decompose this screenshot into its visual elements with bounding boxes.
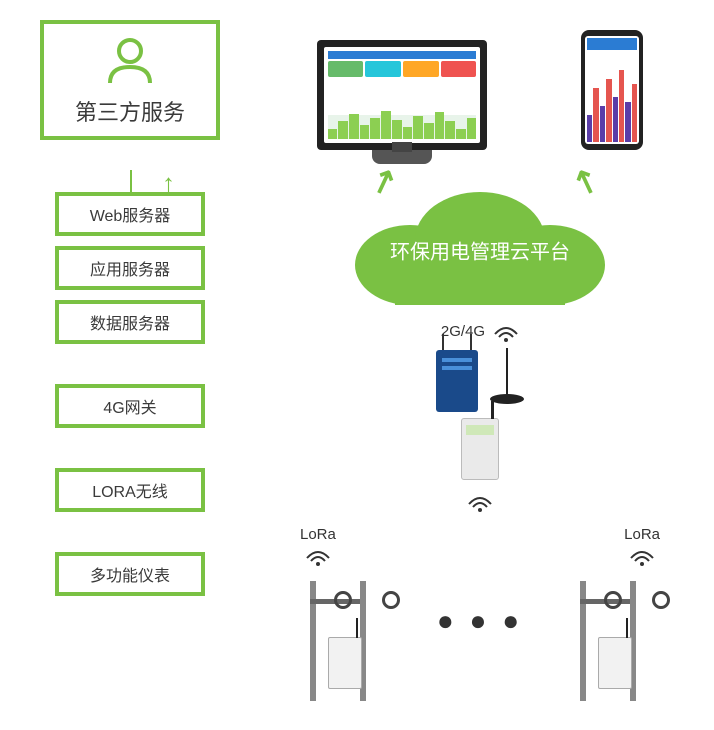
lora-wireless-box: LORA无线 [55,468,205,512]
client-devices-row [270,10,690,150]
meter-device-icon [290,581,400,701]
wifi-icon [493,320,519,342]
4g-gateway-device-icon [436,350,478,412]
server-group: Web服务器 应用服务器 数据服务器 [40,170,220,344]
lora-labels-row: LoRa LoRa [270,526,690,571]
mobile-phone-icon [581,30,643,150]
meters-row: ● ● ● [270,581,690,701]
gateway-devices-row [270,350,690,412]
meter-device-icon [560,581,670,701]
architecture-left-column: 第三方服务 ↑ Web服务器 应用服务器 数据服务器 4G网关 LORA无线 多… [40,20,220,606]
web-server-box: Web服务器 [55,192,205,236]
cellular-network-label-row: 2G/4G [270,320,690,342]
person-icon [102,33,158,89]
lora-gateway-device-icon [461,418,499,480]
cellular-network-label: 2G/4G [441,323,485,340]
third-party-label: 第三方服务 [75,95,185,127]
app-server-label: 应用服务器 [90,256,170,280]
third-party-service-box: 第三方服务 [40,20,220,140]
lora-label-left: LoRa [300,526,336,543]
antenna-icon [490,394,524,404]
connector-line [130,170,132,192]
lora-wireless-label: LORA无线 [92,478,168,502]
wifi-icon [305,544,331,566]
multi-meter-box: 多功能仪表 [55,552,205,596]
data-server-box: 数据服务器 [55,300,205,344]
4g-gateway-box: 4G网关 [55,384,205,428]
cloud-title: 环保用电管理云平台 [390,236,570,265]
mobile-dashboard-screen [585,36,639,144]
desktop-monitor-icon [317,40,487,150]
multi-meter-label: 多功能仪表 [90,562,170,586]
lora-wifi-center [270,490,690,512]
data-server-label: 数据服务器 [90,310,170,334]
web-server-label: Web服务器 [90,202,171,226]
ellipsis-icon: ● ● ● [437,605,523,637]
wifi-icon [467,490,493,512]
app-server-box: 应用服务器 [55,246,205,290]
architecture-right-column: ↗ ↗ 环保用电管理云平台 2G/4G [270,10,690,701]
4g-gateway-label: 4G网关 [103,394,156,418]
wifi-icon [629,544,655,566]
dashboard-screen [324,47,480,144]
lora-label-right: LoRa [624,526,660,543]
cloud-platform: 环保用电管理云平台 [340,190,620,310]
